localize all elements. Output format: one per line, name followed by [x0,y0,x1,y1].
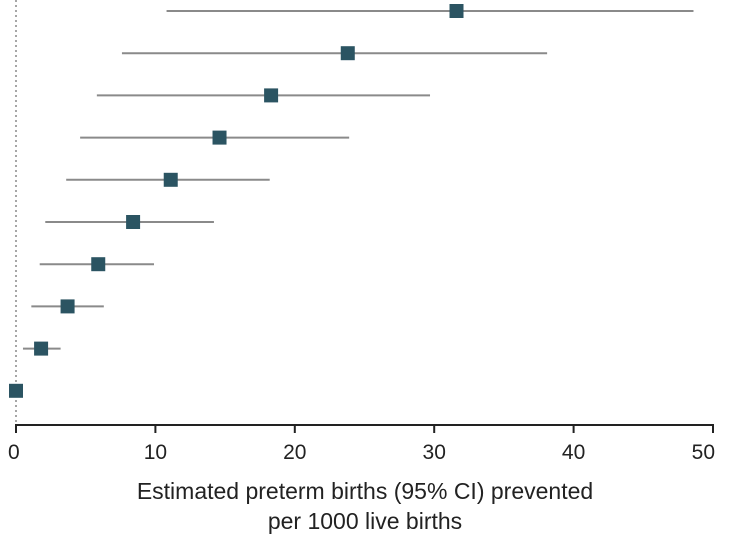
confidence-intervals [22,10,694,350]
estimate-marker-7 [91,257,106,272]
x-tick-label-10: 10 [144,441,167,464]
estimate-marker-2 [340,46,355,61]
x-axis-title-line-1: Estimated preterm births (95% CI) preven… [137,478,593,504]
estimate-marker-10 [9,383,23,398]
x-axis-title-line-2: per 1000 live births [268,508,462,534]
point-estimates [9,4,464,398]
x-tick-label-40: 40 [562,441,585,464]
estimate-marker-3 [264,88,279,103]
estimate-marker-6 [126,215,141,229]
estimate-marker-9 [34,341,49,356]
x-tick-label-50: 50 [692,441,715,464]
x-tick-label-0: 0 [8,441,20,464]
estimate-marker-5 [163,172,178,187]
estimate-marker-1 [449,4,464,18]
estimate-marker-8 [60,299,75,314]
x-axis-ticks: 0 10 20 30 40 50 [8,425,715,464]
x-tick-label-20: 20 [283,441,306,464]
x-tick-label-30: 30 [423,441,446,464]
estimate-marker-4 [212,130,227,145]
